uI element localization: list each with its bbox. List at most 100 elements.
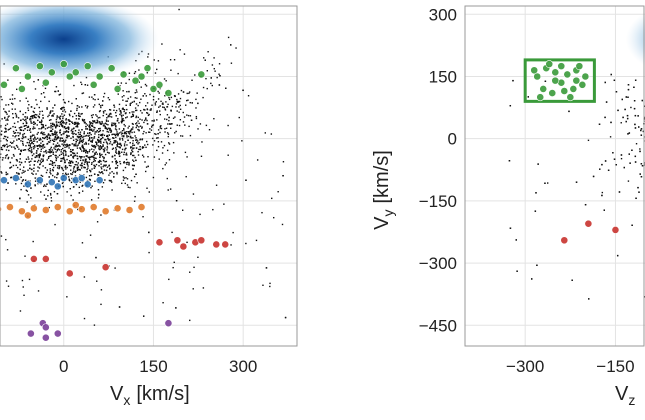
background-point [40,161,42,164]
background-point [33,170,35,172]
background-point [25,124,27,127]
background-point [18,173,20,175]
background-point [81,141,84,144]
background-point [99,140,102,143]
background-point [0,133,3,136]
background-point [148,231,150,234]
background-point [123,119,125,122]
background-point [45,198,47,200]
background-point [13,155,15,157]
background-point [29,140,31,142]
background-point [80,140,83,143]
background-point [54,104,56,106]
background-point [54,148,56,151]
background-point [58,116,60,118]
background-point [49,170,52,172]
background-point [65,173,68,176]
background-point [75,115,78,117]
background-point [62,169,65,172]
background-point [174,116,176,118]
background-point [120,131,122,133]
background-point [598,123,601,125]
background-point [70,165,72,167]
background-point [537,163,539,165]
background-point [61,137,64,139]
background-point [21,172,23,174]
background-point [147,131,150,133]
background-point [135,137,137,139]
background-point [30,160,32,163]
background-point [92,160,95,163]
background-point [28,161,31,163]
background-point [134,195,136,198]
background-point [604,81,606,84]
background-point [70,151,73,153]
background-point [157,132,159,135]
background-point [165,162,168,164]
background-point [17,172,20,175]
background-point [188,91,191,93]
background-point [79,115,81,118]
background-point [52,133,55,136]
background-point [46,169,49,171]
background-point [72,186,75,188]
background-point [143,108,145,111]
background-point [84,159,87,162]
background-point [142,216,144,218]
background-point [48,156,50,158]
background-point [22,140,24,143]
background-point [49,134,52,137]
background-point [101,186,104,188]
background-point [57,148,60,150]
background-point [117,93,119,95]
background-point [81,156,83,158]
background-point [48,100,50,103]
background-point [26,117,29,119]
background-point [82,136,84,138]
background-point [66,135,69,138]
background-point [230,244,232,246]
background-point [40,150,42,153]
background-point [635,143,638,145]
background-point [42,124,44,126]
background-point [40,148,43,150]
background-point [22,169,24,172]
background-point [52,153,54,155]
background-point [143,130,145,133]
background-point [127,97,129,100]
background-point [38,167,41,169]
background-point [93,126,95,129]
background-point [126,161,129,164]
background-point [72,115,74,118]
background-point [46,138,49,140]
background-point [53,147,55,149]
background-point [640,129,642,132]
background-point [146,187,148,189]
background-point [46,136,49,138]
background-point [26,201,28,203]
background-point [118,146,120,148]
background-point [101,171,103,173]
background-point [106,143,109,145]
background-point [141,126,143,128]
background-point [212,208,214,211]
background-point [72,156,74,158]
background-point [29,164,31,166]
background-point [133,72,136,75]
background-point [148,191,150,193]
background-point [79,139,81,141]
background-point [35,152,38,154]
background-point [37,79,40,81]
background-point [55,154,57,157]
series-point [41,255,50,263]
background-point [195,115,198,118]
background-point [149,128,151,130]
background-point [46,143,48,145]
background-point [60,120,62,123]
background-point [79,133,82,135]
background-point [54,130,56,132]
background-point [30,187,32,189]
background-point [12,117,14,119]
background-point [31,154,34,157]
background-point [51,162,54,165]
